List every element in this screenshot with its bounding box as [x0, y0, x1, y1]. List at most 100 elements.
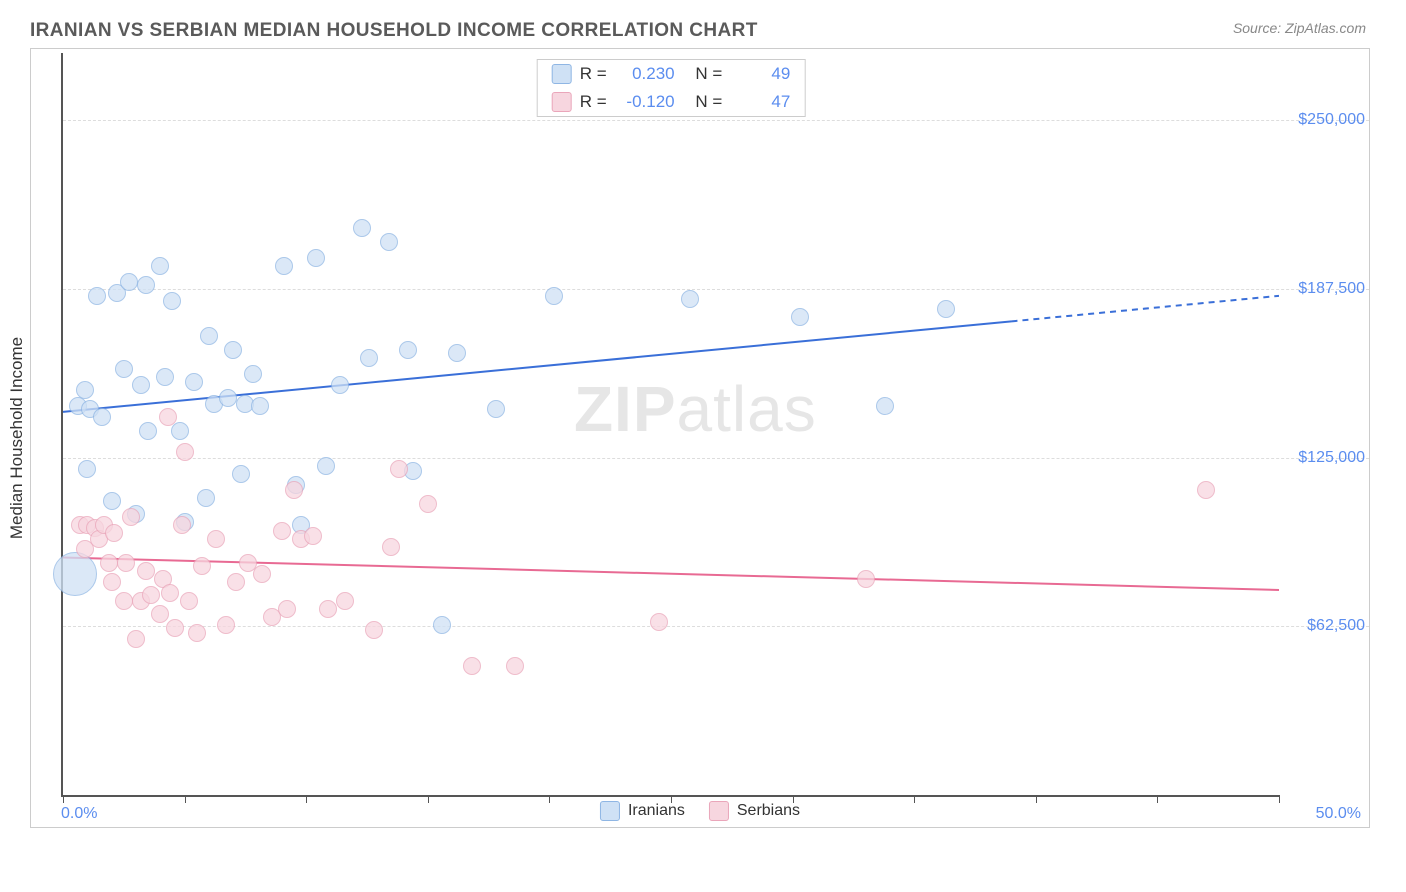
scatter-point	[127, 630, 145, 648]
scatter-point	[419, 495, 437, 513]
x-tick	[549, 795, 550, 803]
x-tick	[914, 795, 915, 803]
n-label: N =	[695, 92, 722, 112]
scatter-point	[185, 373, 203, 391]
scatter-point	[331, 376, 349, 394]
n-label: N =	[695, 64, 722, 84]
scatter-point	[188, 624, 206, 642]
swatch-icon	[552, 92, 572, 112]
scatter-point	[273, 522, 291, 540]
scatter-point	[365, 621, 383, 639]
scatter-point	[171, 422, 189, 440]
scatter-point	[285, 481, 303, 499]
scatter-point	[176, 443, 194, 461]
x-tick	[428, 795, 429, 803]
scatter-point	[319, 600, 337, 618]
r-label: R =	[580, 92, 607, 112]
scatter-point	[166, 619, 184, 637]
scatter-point	[353, 219, 371, 237]
swatch-icon	[709, 801, 729, 821]
scatter-point	[382, 538, 400, 556]
swatch-icon	[600, 801, 620, 821]
scatter-point	[193, 557, 211, 575]
scatter-point	[200, 327, 218, 345]
stats-row-serbians: R = -0.120 N = 47	[538, 88, 805, 116]
x-tick	[1157, 795, 1158, 803]
y-tick-label: $125,000	[1298, 449, 1365, 467]
scatter-point	[76, 381, 94, 399]
scatter-point	[161, 584, 179, 602]
r-label: R =	[580, 64, 607, 84]
r-value: 0.230	[615, 64, 675, 84]
scatter-point	[117, 554, 135, 572]
grid-line	[63, 458, 1369, 459]
scatter-point	[487, 400, 505, 418]
scatter-point	[227, 573, 245, 591]
scatter-point	[173, 516, 191, 534]
scatter-point	[100, 554, 118, 572]
scatter-point	[163, 292, 181, 310]
legend-label: Iranians	[628, 802, 685, 820]
scatter-point	[137, 276, 155, 294]
scatter-point	[139, 422, 157, 440]
r-value: -0.120	[615, 92, 675, 112]
scatter-point	[650, 613, 668, 631]
n-value: 47	[730, 92, 790, 112]
grid-line	[63, 626, 1369, 627]
plot-area: ZIPatlas R = 0.230 N = 49 R = -0.120 N =…	[61, 53, 1279, 797]
scatter-point	[1197, 481, 1215, 499]
chart-container: Median Household Income ZIPatlas R = 0.2…	[30, 48, 1370, 828]
scatter-point	[88, 287, 106, 305]
stats-legend: R = 0.230 N = 49 R = -0.120 N = 47	[537, 59, 806, 117]
scatter-point	[132, 376, 150, 394]
scatter-point	[103, 492, 121, 510]
scatter-point	[937, 300, 955, 318]
scatter-point	[53, 552, 97, 596]
scatter-point	[105, 524, 123, 542]
scatter-point	[244, 365, 262, 383]
x-tick	[185, 795, 186, 803]
scatter-point	[156, 368, 174, 386]
scatter-point	[876, 397, 894, 415]
scatter-point	[506, 657, 524, 675]
watermark: ZIPatlas	[574, 372, 817, 446]
scatter-point	[278, 600, 296, 618]
scatter-point	[681, 290, 699, 308]
scatter-point	[448, 344, 466, 362]
scatter-point	[180, 592, 198, 610]
chart-title: IRANIAN VS SERBIAN MEDIAN HOUSEHOLD INCO…	[30, 20, 758, 42]
y-tick-label: $62,500	[1307, 617, 1365, 635]
scatter-point	[142, 586, 160, 604]
scatter-point	[857, 570, 875, 588]
scatter-point	[115, 360, 133, 378]
trend-lines	[63, 53, 1279, 795]
x-tick	[306, 795, 307, 803]
y-tick-label: $250,000	[1298, 111, 1365, 129]
scatter-point	[93, 408, 111, 426]
x-tick	[1279, 795, 1280, 803]
scatter-point	[103, 573, 121, 591]
scatter-point	[336, 592, 354, 610]
scatter-point	[219, 389, 237, 407]
grid-line	[63, 120, 1369, 121]
scatter-point	[433, 616, 451, 634]
stats-row-iranians: R = 0.230 N = 49	[538, 60, 805, 88]
scatter-point	[251, 397, 269, 415]
legend-item-iranians: Iranians	[600, 801, 685, 821]
legend-item-serbians: Serbians	[709, 801, 800, 821]
legend-label: Serbians	[737, 802, 800, 820]
x-tick	[63, 795, 64, 803]
scatter-point	[115, 592, 133, 610]
scatter-point	[360, 349, 378, 367]
scatter-point	[120, 273, 138, 291]
scatter-point	[380, 233, 398, 251]
scatter-point	[307, 249, 325, 267]
scatter-point	[791, 308, 809, 326]
scatter-point	[217, 616, 235, 634]
scatter-point	[275, 257, 293, 275]
scatter-point	[137, 562, 155, 580]
scatter-point	[304, 527, 322, 545]
scatter-point	[545, 287, 563, 305]
x-axis-max-label: 50.0%	[1316, 805, 1361, 823]
scatter-point	[122, 508, 140, 526]
